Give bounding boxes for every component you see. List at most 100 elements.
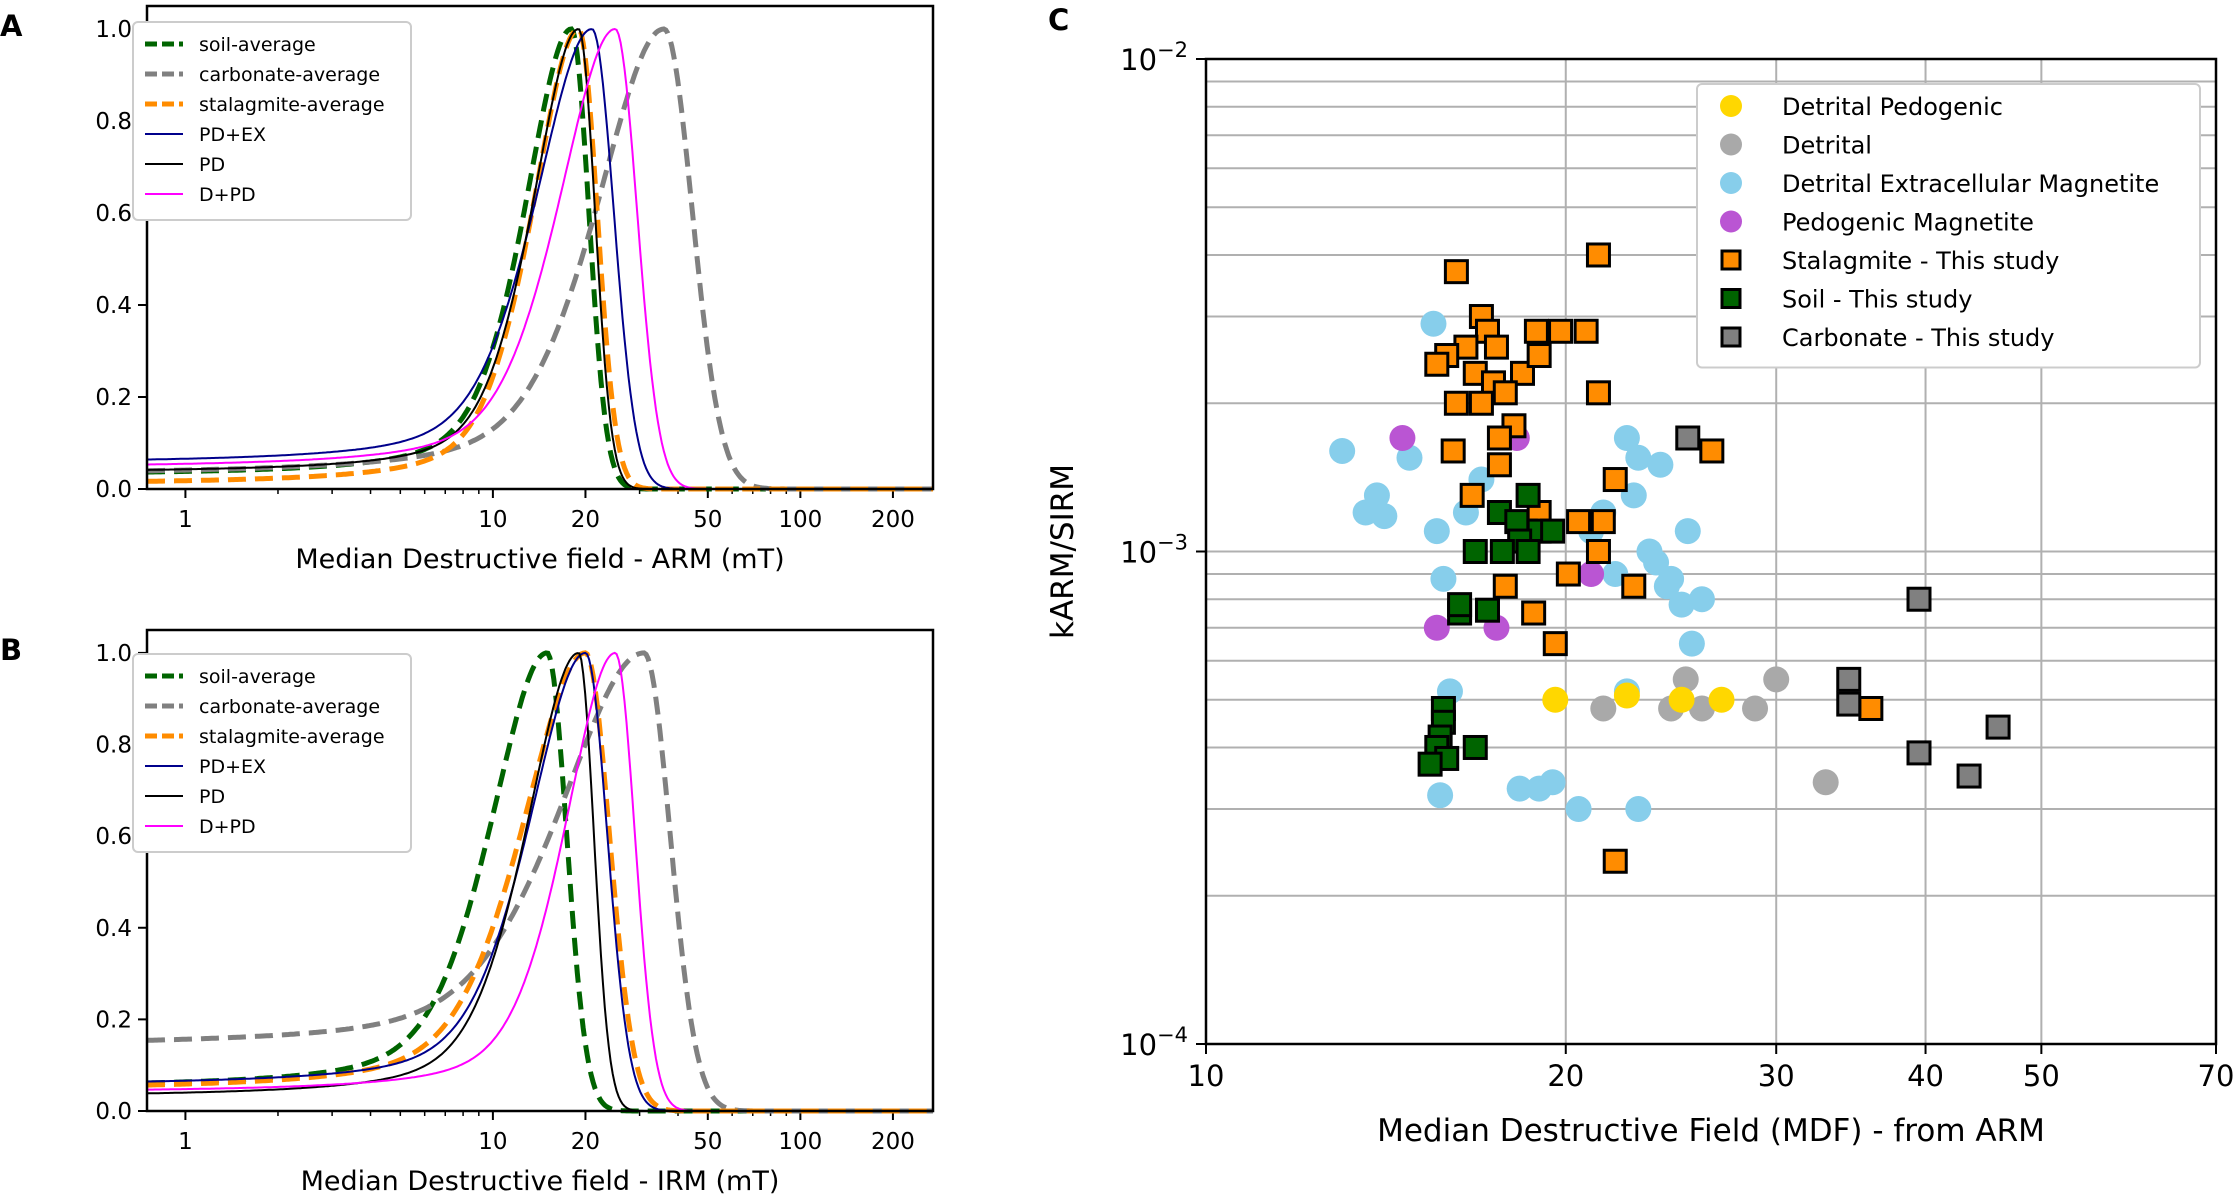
x-tick-label: 20 [1547, 1059, 1584, 1093]
point-Stalagmite - This study [1486, 452, 1512, 478]
x-axis-label: Median Destructive Field (MDF) - from AR… [1377, 1113, 2045, 1149]
x-tick-label: 50 [693, 507, 722, 533]
point-Stalagmite - This study [1542, 631, 1568, 657]
point-Soil - This study [1447, 592, 1473, 618]
point-Stalagmite - This study [1573, 318, 1599, 344]
point-Detrital Extracellular Magnetite [1506, 775, 1533, 802]
legend-swatch [1720, 288, 1742, 309]
point-Stalagmite - This study [1459, 482, 1485, 508]
point-Soil - This study [1515, 482, 1541, 508]
point-Detrital Extracellular Magnetite [1625, 444, 1652, 471]
x-tick-label: 1 [178, 1129, 193, 1155]
point-Stalagmite - This study [1483, 334, 1509, 360]
point-Detrital Extracellular Magnetite [1647, 451, 1674, 478]
point-Stalagmite - This study [1602, 467, 1628, 493]
point-Soil - This study [1540, 518, 1566, 544]
point-Detrital Extracellular Magnetite [1668, 591, 1695, 618]
legend-label: Pedogenic Magnetite [1782, 209, 2034, 237]
point-Stalagmite - This study [1585, 380, 1611, 406]
point-Detrital Extracellular Magnetite [1396, 444, 1423, 471]
panel-B: B 1 10 20 50 100 200 0.0 0.2 0.4 0.6 0.8 1.0 Median D… [0, 628, 935, 1197]
panel-label: C [1048, 3, 1069, 37]
point-Detrital [1590, 695, 1617, 722]
point-Pedogenic Magnetite [1423, 614, 1450, 641]
y-tick-label: 0.8 [95, 109, 132, 135]
y-tick-label: 0.0 [95, 1099, 132, 1125]
y-tick-label: 1.0 [95, 641, 132, 667]
y-tick-label: 0.4 [95, 293, 132, 319]
y-axis-label: kARM/SIRM [1045, 464, 1081, 639]
point-Carbonate - This study [1985, 714, 2011, 740]
y-tick-label: 10−4 [1120, 1023, 1188, 1062]
point-Detrital Extracellular Magnetite [1613, 425, 1640, 452]
legend-label: D+PD [199, 816, 256, 838]
point-Stalagmite - This study [1858, 695, 1884, 721]
legend-label: PD [199, 786, 225, 808]
point-Stalagmite - This study [1590, 509, 1616, 535]
x-tick-label: 30 [1758, 1059, 1795, 1093]
x-tick-label: 20 [571, 507, 600, 533]
point-Detrital [1763, 666, 1790, 693]
point-Detrital [1742, 695, 1769, 722]
legend-label: Detrital Extracellular Magnetite [1782, 170, 2159, 198]
x-tick-label: 70 [2198, 1059, 2235, 1093]
point-Detrital [1672, 666, 1699, 693]
legend-swatch [1720, 249, 1742, 271]
panel-label: B [0, 633, 22, 667]
point-Detrital Extracellular Magnetite [1565, 796, 1592, 823]
legend-label: soil-average [199, 34, 316, 56]
point-Stalagmite - This study [1443, 259, 1469, 285]
point-Stalagmite - This study [1440, 438, 1466, 464]
legend-box [1696, 83, 2201, 369]
legend-swatch [1720, 326, 1742, 348]
legend-label: stalagmite-average [199, 726, 385, 748]
point-Detrital Extracellular Magnetite [1658, 565, 1685, 592]
point-Stalagmite - This study [1621, 573, 1647, 599]
y-tick-label: 0.8 [95, 733, 132, 759]
x-tick-label: 10 [478, 507, 507, 533]
panel-A: A 1 10 20 50 100 200 0.0 0.2 0.4 0.6 0.8 1.0 Median D… [0, 4, 935, 575]
point-Stalagmite - This study [1468, 390, 1494, 416]
point-Stalagmite - This study [1443, 390, 1469, 416]
point-Stalagmite - This study [1566, 509, 1592, 535]
point-Detrital Extracellular Magnetite [1674, 518, 1701, 545]
point-Detrital Extracellular Magnetite [1625, 796, 1652, 823]
point-Pedogenic Magnetite [1578, 561, 1605, 588]
y-tick-label: 0.0 [95, 477, 132, 503]
point-Detrital Pedogenic [1708, 686, 1735, 713]
legend-swatch [1720, 210, 1742, 233]
point-Soil - This study [1462, 539, 1488, 564]
point-Detrital Extracellular Magnetite [1420, 310, 1447, 337]
y-tick-label: 0.6 [95, 201, 132, 227]
point-Detrital [1688, 695, 1715, 722]
x-tick-label: 50 [693, 1129, 722, 1155]
point-Stalagmite - This study [1424, 351, 1450, 377]
point-Detrital Extracellular Magnetite [1423, 518, 1450, 545]
y-tick-label: 0.6 [95, 824, 132, 850]
point-Detrital Extracellular Magnetite [1371, 503, 1398, 530]
plot-frame [145, 628, 935, 1113]
point-Detrital Extracellular Magnetite [1643, 549, 1670, 576]
legend-label: PD [199, 154, 225, 176]
point-Soil - This study [1462, 734, 1488, 760]
y-tick-label: 1.0 [95, 17, 132, 43]
point-Stalagmite - This study [1523, 318, 1549, 344]
point-Soil - This study [1417, 751, 1443, 777]
y-tick-label: 0.4 [95, 916, 132, 942]
panel-label: A [0, 9, 23, 43]
point-Detrital Extracellular Magnetite [1329, 437, 1356, 464]
y-tick-label: 10−2 [1120, 38, 1188, 77]
point-Stalagmite - This study [1486, 425, 1512, 451]
point-Carbonate - This study [1836, 691, 1862, 717]
legend-label: Detrital Pedogenic [1782, 93, 2003, 121]
legend-label: Soil - This study [1782, 286, 1972, 314]
y-tick-label: 0.2 [95, 1007, 132, 1033]
legend-label: Detrital [1782, 132, 1872, 160]
point-Carbonate - This study [1906, 586, 1932, 612]
y-tick-label: 0.2 [95, 385, 132, 411]
point-Stalagmite - This study [1585, 539, 1611, 564]
point-Soil - This study [1515, 539, 1541, 564]
x-tick-label: 1 [178, 507, 193, 533]
point-Stalagmite - This study [1548, 318, 1574, 344]
